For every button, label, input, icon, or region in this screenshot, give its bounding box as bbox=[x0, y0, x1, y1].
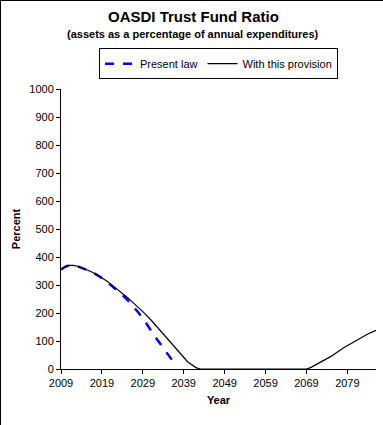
svg-text:1000: 1000 bbox=[29, 83, 53, 95]
svg-text:2049: 2049 bbox=[212, 377, 236, 389]
svg-text:800: 800 bbox=[35, 139, 53, 151]
svg-text:Present law: Present law bbox=[140, 58, 198, 70]
svg-text:700: 700 bbox=[35, 167, 53, 179]
svg-text:200: 200 bbox=[35, 307, 53, 319]
svg-text:With this provision: With this provision bbox=[243, 58, 332, 70]
svg-text:2069: 2069 bbox=[294, 377, 318, 389]
svg-text:Year: Year bbox=[207, 394, 231, 406]
svg-text:(assets as a percentage of ann: (assets as a percentage of annual expend… bbox=[67, 28, 319, 40]
svg-text:OASDI Trust Fund Ratio: OASDI Trust Fund Ratio bbox=[108, 8, 279, 25]
svg-text:2029: 2029 bbox=[131, 377, 155, 389]
svg-text:2079: 2079 bbox=[335, 377, 359, 389]
svg-text:100: 100 bbox=[35, 335, 53, 347]
svg-text:2059: 2059 bbox=[253, 377, 277, 389]
svg-text:300: 300 bbox=[35, 279, 53, 291]
svg-text:900: 900 bbox=[35, 111, 53, 123]
svg-text:0: 0 bbox=[48, 363, 54, 375]
svg-text:2019: 2019 bbox=[90, 377, 114, 389]
svg-text:500: 500 bbox=[35, 223, 53, 235]
svg-text:2039: 2039 bbox=[171, 377, 195, 389]
svg-text:600: 600 bbox=[35, 195, 53, 207]
svg-text:2009: 2009 bbox=[49, 377, 73, 389]
svg-text:400: 400 bbox=[35, 251, 53, 263]
svg-text:Percent: Percent bbox=[10, 208, 22, 249]
